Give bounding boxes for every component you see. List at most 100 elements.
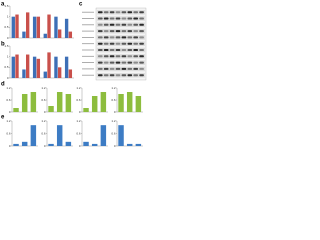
- blot-band: [127, 55, 133, 58]
- panel-label: e: [1, 115, 5, 121]
- panel-label: b: [1, 42, 5, 48]
- y-tick-label: 0: [114, 144, 116, 148]
- blot-strip: [97, 22, 145, 28]
- bar: [21, 94, 28, 112]
- y-tick-label: 1.2: [111, 119, 116, 123]
- y-tick-label: 0.6: [111, 98, 116, 102]
- blot-band: [103, 42, 109, 45]
- blot-band: [133, 42, 138, 45]
- blot-band: [139, 17, 144, 20]
- y-tick-label: 0: [44, 110, 46, 114]
- bar: [32, 56, 37, 78]
- blot-band: [133, 67, 138, 70]
- blot-band: [133, 11, 138, 14]
- y-tick-label: 1.2: [6, 119, 11, 123]
- western-blot: [82, 7, 147, 81]
- bar: [54, 56, 58, 78]
- figure: a b c d e 0 0.5 1 1.5 0 0.5 1 1.5 0 0.6 1.2 0 0.6 1.2…: [0, 0, 150, 150]
- blot-label-line: [82, 11, 94, 13]
- blot-band: [133, 17, 138, 20]
- blot-band: [121, 11, 127, 14]
- blot-band: [109, 61, 115, 64]
- blot-band: [133, 36, 138, 39]
- y-tick-label: 1.2: [6, 86, 11, 90]
- y-tick-label: 0.6: [41, 98, 46, 102]
- blot-band: [133, 55, 138, 58]
- blot-band: [109, 49, 115, 51]
- bar: [47, 14, 51, 38]
- blot-band: [127, 17, 133, 20]
- bar: [48, 106, 54, 112]
- y-tick-label: 1.2: [41, 119, 46, 123]
- blot-band: [115, 74, 121, 77]
- blot-band: [115, 36, 121, 39]
- bar: [54, 16, 58, 38]
- bar: [11, 56, 15, 78]
- blot-band: [127, 23, 133, 26]
- blot-band: [127, 67, 133, 70]
- bar: [22, 69, 26, 78]
- bar: [65, 94, 72, 112]
- bar: [100, 92, 107, 112]
- blot-band: [115, 30, 121, 33]
- bar: [36, 16, 41, 38]
- bar: [21, 141, 28, 146]
- bar: [30, 125, 37, 146]
- blot-band: [139, 30, 144, 33]
- bar: [56, 92, 63, 112]
- blot-band: [115, 49, 121, 51]
- y-tick-label: 0: [79, 110, 81, 114]
- blot-band: [115, 55, 121, 58]
- blot-band: [98, 42, 103, 45]
- blot-label-line: [82, 18, 94, 19]
- bar: [126, 92, 133, 112]
- bar: [32, 16, 37, 38]
- blot-band: [109, 23, 115, 26]
- blot-band: [109, 36, 115, 39]
- y-tick-label: 0: [79, 144, 81, 148]
- blot-band: [98, 67, 103, 70]
- blot-band: [139, 36, 144, 39]
- blot-label-line: [82, 30, 94, 32]
- bar: [47, 52, 51, 78]
- blot-band: [98, 49, 103, 51]
- blot-band: [103, 61, 109, 64]
- y-tick-label: 0: [9, 144, 11, 148]
- blot-strip: [97, 35, 145, 40]
- blot-band: [121, 30, 127, 33]
- bar: [43, 71, 47, 78]
- bar: [65, 141, 72, 146]
- blot-strip: [97, 60, 145, 65]
- blot-band: [115, 17, 121, 20]
- blot-band: [109, 67, 115, 70]
- y-tick-label: 0.6: [6, 98, 11, 102]
- bar: [15, 14, 19, 38]
- blot-band: [121, 61, 127, 64]
- bar: [58, 67, 62, 78]
- y-tick-label: 0.6: [76, 131, 81, 135]
- bar: [15, 54, 19, 78]
- y-tick-label: 1: [7, 54, 9, 58]
- blot-strip: [97, 54, 145, 59]
- blot-strip: [97, 16, 145, 21]
- blot-band: [133, 61, 138, 64]
- bar: [64, 18, 69, 38]
- bar: [91, 143, 98, 146]
- bar: [68, 69, 73, 78]
- y-tick-label: 0.6: [111, 131, 116, 135]
- blot-label-line: [82, 62, 94, 63]
- blot-band: [103, 30, 109, 33]
- blot-band: [115, 61, 121, 64]
- blot-band: [109, 55, 115, 58]
- panel-label: c: [79, 2, 83, 8]
- bar: [118, 94, 124, 112]
- y-tick-label: 1.2: [111, 86, 116, 90]
- y-tick-label: 0: [7, 36, 9, 40]
- bar: [30, 92, 37, 112]
- bar: [11, 16, 15, 38]
- blot-strip: [97, 66, 145, 72]
- blot-band: [98, 11, 103, 14]
- bar: [48, 143, 54, 146]
- blot-band: [127, 74, 133, 77]
- blot-band: [127, 36, 133, 39]
